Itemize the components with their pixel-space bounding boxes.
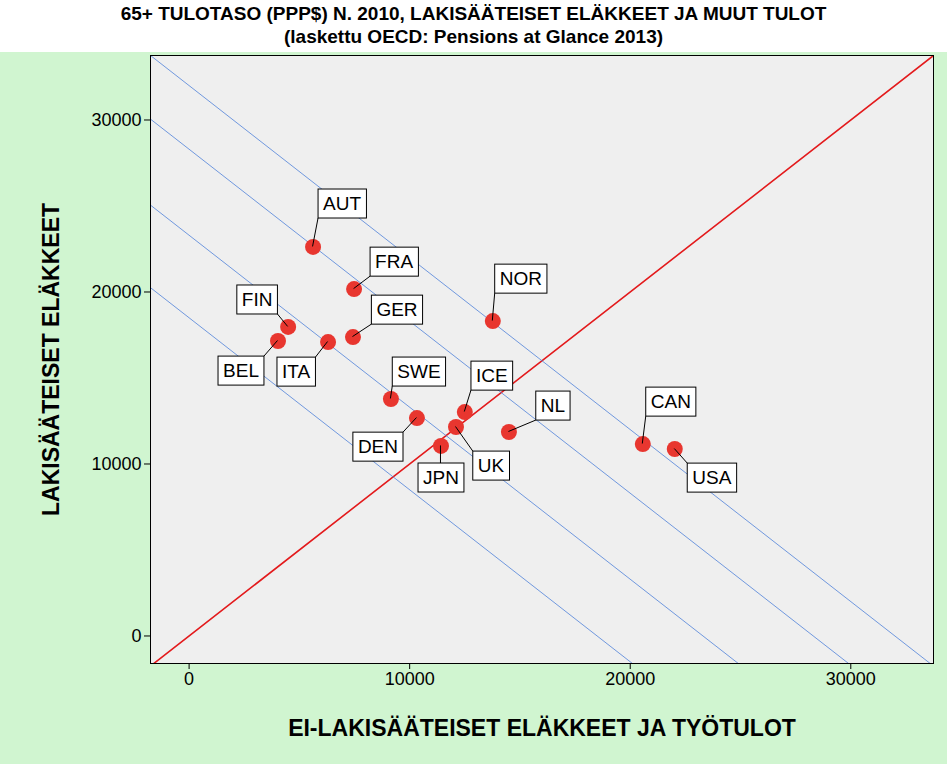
svg-text:NL: NL — [541, 395, 565, 416]
svg-text:ITA: ITA — [282, 361, 310, 382]
svg-text:USA: USA — [692, 467, 731, 488]
svg-text:20000: 20000 — [91, 282, 141, 302]
svg-text:JPN: JPN — [423, 467, 459, 488]
svg-text:0: 0 — [184, 669, 194, 689]
svg-text:FIN: FIN — [242, 289, 273, 310]
svg-text:10000: 10000 — [385, 669, 435, 689]
html-text:65+ TULOTASO (PPP$) N. 2010, L: 65+ TULOTASO (PPP$) N. 2010, LAKISÄÄTEIS… — [120, 3, 827, 24]
svg-text:DEN: DEN — [358, 436, 398, 457]
svg-text:10000: 10000 — [91, 454, 141, 474]
svg-text:0: 0 — [131, 626, 141, 646]
svg-text:30000: 30000 — [826, 669, 876, 689]
svg-text:20000: 20000 — [605, 669, 655, 689]
svg-text:LAKISÄÄTEISET ELÄKKEET: LAKISÄÄTEISET ELÄKKEET — [38, 203, 64, 516]
svg-text:EI-LAKISÄÄTEISET ELÄKKEET JA T: EI-LAKISÄÄTEISET ELÄKKEET JA TYÖTULOT — [288, 715, 796, 741]
html-text:(laskettu OECD: Pensions at Gl: (laskettu OECD: Pensions at Glance 2013) — [284, 26, 663, 47]
svg-text:UK: UK — [478, 455, 505, 476]
svg-text:AUT: AUT — [323, 193, 361, 214]
svg-text:NOR: NOR — [500, 268, 542, 289]
svg-text:GER: GER — [376, 299, 417, 320]
svg-text:ICE: ICE — [476, 365, 508, 386]
svg-text:FRA: FRA — [375, 251, 413, 272]
svg-text:BEL: BEL — [223, 360, 259, 381]
svg-text:SWE: SWE — [397, 361, 440, 382]
svg-text:CAN: CAN — [651, 391, 691, 412]
svg-text:30000: 30000 — [91, 110, 141, 130]
